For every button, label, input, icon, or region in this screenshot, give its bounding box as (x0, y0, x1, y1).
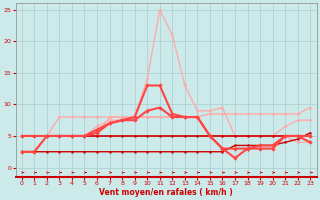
X-axis label: Vent moyen/en rafales ( km/h ): Vent moyen/en rafales ( km/h ) (99, 188, 233, 197)
